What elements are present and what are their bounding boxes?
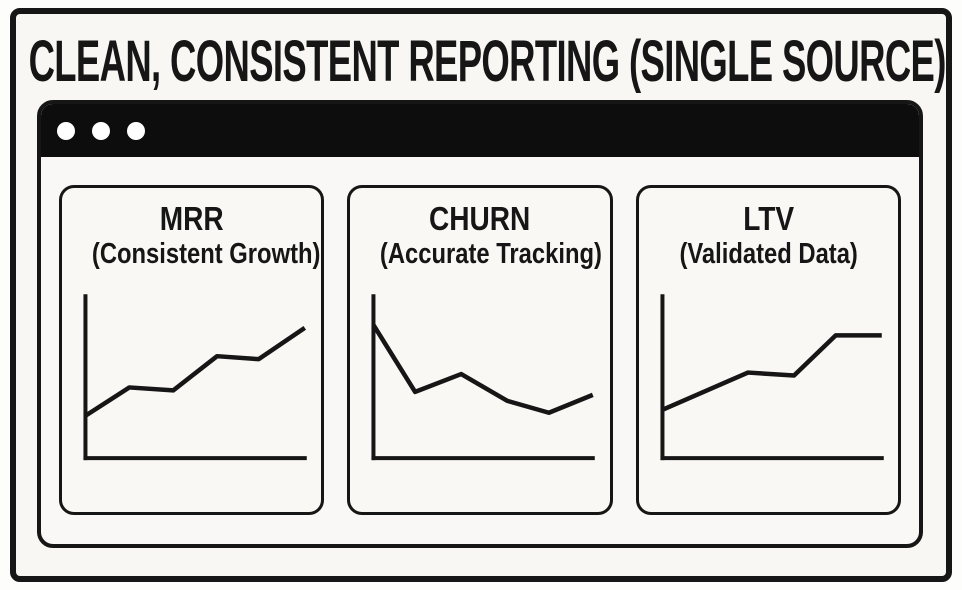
card-ltv: LTV (Validated Data)	[635, 185, 901, 515]
ltv-line-chart	[648, 287, 889, 473]
ltv-series-line	[662, 336, 881, 410]
outer-frame: CLEAN, CONSISTENT REPORTING (SINGLE SOUR…	[10, 8, 952, 582]
card-title-ltv: LTV	[742, 200, 794, 237]
mrr-line-chart	[71, 287, 312, 473]
churn-series-line	[374, 325, 593, 413]
card-churn: CHURN (Accurate Tracking)	[347, 185, 613, 515]
card-subtitle-mrr: (Consistent Growth)	[91, 237, 321, 270]
card-subtitle-ltv: (Validated Data)	[679, 237, 858, 270]
window-content: MRR (Consistent Growth) CHURN (Accurate …	[41, 157, 919, 541]
churn-line-chart	[359, 287, 600, 473]
card-mrr: MRR (Consistent Growth)	[59, 185, 325, 515]
card-subtitle-churn: (Accurate Tracking)	[380, 237, 603, 270]
card-title-churn: CHURN	[429, 200, 531, 237]
browser-window: MRR (Consistent Growth) CHURN (Accurate …	[37, 100, 923, 548]
page-title: CLEAN, CONSISTENT REPORTING (SINGLE SOUR…	[28, 29, 947, 94]
mrr-series-line	[86, 328, 305, 416]
window-control-dot-icon[interactable]	[127, 121, 145, 140]
window-titlebar	[41, 104, 919, 157]
window-control-dot-icon[interactable]	[92, 121, 110, 140]
card-title-mrr: MRR	[159, 200, 224, 237]
window-control-dot-icon[interactable]	[57, 121, 75, 140]
